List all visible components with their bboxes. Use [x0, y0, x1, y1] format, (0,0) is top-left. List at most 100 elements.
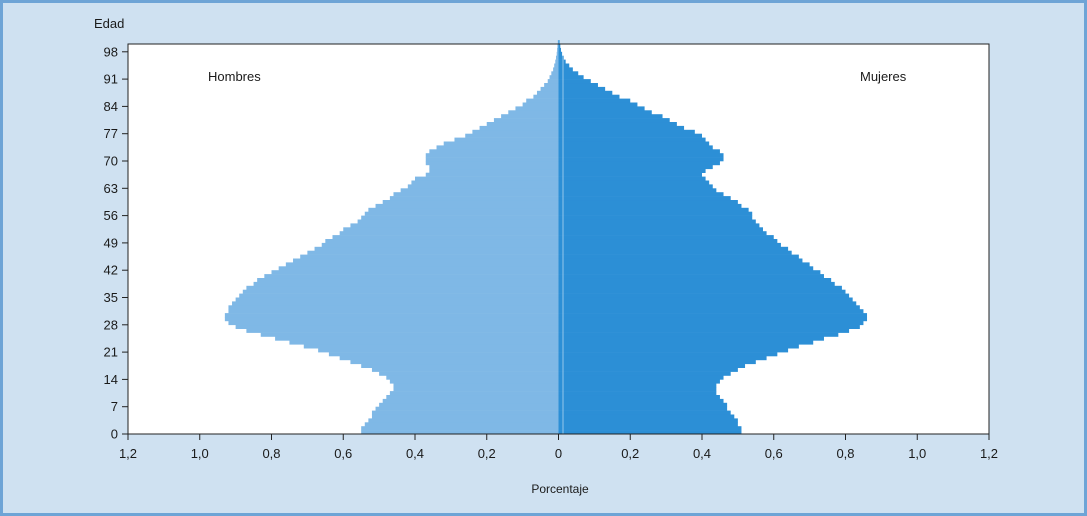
bar-mujeres-age-2: [558, 422, 738, 427]
bar-hombres-age-62: [400, 188, 559, 193]
x-tick-label: 0: [555, 446, 562, 461]
bar-hombres-age-70: [425, 157, 559, 162]
bar-mujeres-age-25: [558, 332, 839, 337]
bar-hombres-age-33: [232, 301, 559, 306]
x-axis-ticks: 1,2 1,0 0,8 0,6 0,4 0,2 0 0,2 0,4 0,6 0,8 1,0 1,2: [119, 434, 998, 461]
bar-hombres-age-95: [555, 59, 559, 64]
bar-mujeres-age-94: [558, 63, 570, 68]
y-axis-label: Edad: [94, 16, 124, 31]
bar-hombres-age-23: [289, 340, 559, 345]
bar-mujeres-age-52: [558, 227, 763, 232]
bar-mujeres-age-13: [558, 379, 720, 384]
bar-mujeres-age-60: [558, 196, 731, 201]
bar-hombres-age-52: [343, 227, 559, 232]
bar-hombres-age-60: [389, 196, 559, 201]
bar-mujeres-age-12: [558, 383, 717, 388]
x-axis-label: Porcentaje: [531, 482, 589, 496]
bar-hombres-age-58: [375, 203, 559, 209]
bar-mujeres-age-35: [558, 293, 850, 298]
bar-mujeres-age-89: [558, 83, 598, 88]
bar-hombres-age-82: [508, 110, 559, 115]
bar-mujeres-age-40: [558, 274, 824, 279]
y-tick-label: 21: [104, 345, 118, 360]
bar-mujeres-age-82: [558, 110, 652, 115]
bar-hombres-age-4: [371, 414, 559, 419]
bar-hombres-age-22: [303, 344, 559, 349]
bar-hombres-age-87: [536, 90, 559, 95]
bar-mujeres-age-59: [558, 200, 738, 205]
bar-mujeres-age-66: [558, 172, 702, 177]
y-tick-label: 0: [111, 427, 118, 442]
bar-hombres-age-71: [425, 153, 559, 158]
bar-hombres-age-16: [371, 367, 559, 372]
bar-mujeres-age-44: [558, 258, 803, 263]
bar-hombres-age-81: [501, 114, 559, 119]
bar-mujeres-age-93: [558, 67, 573, 72]
bar-mujeres-age-49: [558, 239, 778, 244]
bar-mujeres-age-65: [558, 176, 706, 181]
bar-mujeres-age-10: [558, 391, 717, 396]
bar-hombres-age-88: [540, 86, 559, 92]
bar-mujeres-age-48: [558, 242, 781, 248]
bar-mujeres-age-63: [558, 184, 713, 189]
bar-hombres-age-25: [260, 332, 559, 337]
bar-hombres-age-66: [425, 172, 559, 177]
bar-hombres-age-34: [235, 297, 559, 302]
bar-hombres-age-77: [472, 129, 559, 134]
bar-hombres-age-84: [522, 102, 559, 107]
bar-mujeres-age-42: [558, 266, 814, 271]
bar-mujeres-age-19: [558, 356, 767, 361]
bar-hombres-age-8: [382, 398, 559, 404]
y-tick-label: 28: [104, 317, 118, 332]
x-tick-label: 1,2: [980, 446, 998, 461]
bar-hombres-age-50: [332, 235, 559, 240]
bar-hombres-age-47: [314, 246, 559, 251]
y-tick-label: 98: [104, 44, 118, 59]
bar-hombres-age-68: [429, 164, 559, 170]
bar-mujeres-age-84: [558, 102, 638, 107]
bar-hombres-age-100: [557, 40, 559, 45]
bar-mujeres-age-98: [558, 47, 562, 53]
bar-hombres-age-93: [553, 67, 559, 72]
bar-hombres-age-18: [350, 359, 559, 365]
bar-mujeres-age-1: [558, 426, 742, 431]
bar-mujeres-age-86: [558, 94, 620, 99]
bar-mujeres-age-16: [558, 367, 738, 372]
bar-hombres-age-15: [379, 371, 559, 376]
bar-hombres-age-96: [555, 55, 559, 60]
y-tick-label: 84: [104, 99, 118, 114]
bar-hombres-age-31: [228, 309, 559, 314]
x-tick-label: 1,0: [908, 446, 926, 461]
bar-hombres-age-26: [246, 328, 559, 333]
bar-mujeres-age-21: [558, 348, 789, 353]
bar-hombres-age-83: [515, 106, 559, 111]
bar-mujeres-age-85: [558, 98, 631, 103]
bar-hombres-age-80: [493, 118, 559, 123]
bar-hombres-age-72: [429, 149, 559, 154]
bar-hombres-age-53: [350, 223, 559, 228]
bar-mujeres-age-90: [558, 79, 591, 84]
bar-mujeres-age-4: [558, 414, 735, 419]
bar-mujeres-age-55: [558, 215, 753, 220]
bar-mujeres-age-46: [558, 250, 792, 255]
bar-hombres-age-74: [443, 141, 559, 146]
bar-mujeres-age-79: [558, 122, 677, 127]
bar-mujeres-age-18: [558, 359, 756, 365]
bar-mujeres-age-92: [558, 71, 579, 76]
bar-hombres-age-10: [389, 391, 559, 396]
bar-hombres-age-1: [361, 426, 559, 431]
bar-hombres-age-3: [368, 418, 559, 423]
bar-mujeres-age-14: [558, 375, 724, 380]
bar-hombres-age-67: [429, 168, 559, 173]
bar-mujeres-age-28: [558, 320, 864, 326]
bar-mujeres-age-72: [558, 149, 720, 154]
bar-mujeres-age-43: [558, 262, 810, 267]
bar-hombres-age-78: [479, 125, 559, 131]
bar-hombres-age-59: [382, 200, 559, 205]
bar-hombres-age-6: [375, 406, 559, 411]
bar-mujeres-age-81: [558, 114, 663, 119]
bar-mujeres-age-29: [558, 317, 868, 322]
bar-hombres-age-97: [556, 51, 559, 56]
bar-mujeres-age-56: [558, 211, 753, 216]
bar-hombres-age-5: [371, 410, 559, 415]
